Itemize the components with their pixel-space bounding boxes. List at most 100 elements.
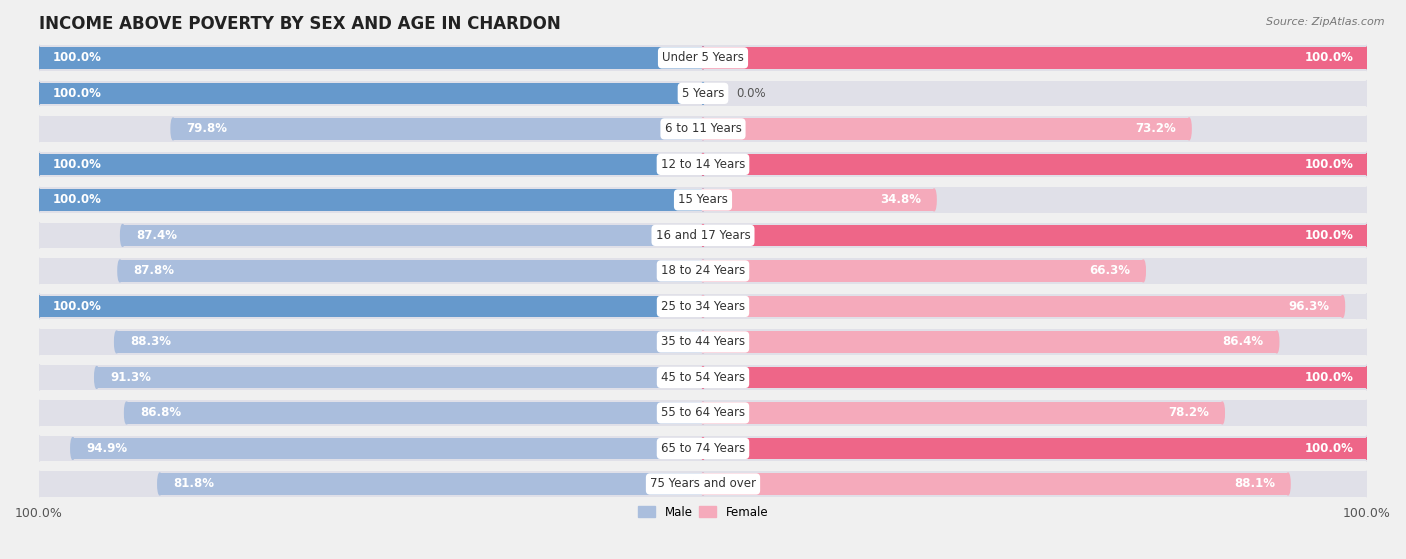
Circle shape: [37, 151, 41, 177]
Circle shape: [1365, 471, 1369, 497]
Text: 100.0%: 100.0%: [52, 87, 101, 100]
Bar: [703, 296, 1343, 318]
Text: 34.8%: 34.8%: [880, 193, 921, 206]
Circle shape: [1142, 260, 1146, 282]
Bar: [39, 80, 1367, 106]
Text: 100.0%: 100.0%: [1305, 158, 1354, 171]
Circle shape: [37, 47, 41, 69]
Text: 12 to 14 Years: 12 to 14 Years: [661, 158, 745, 171]
Circle shape: [702, 367, 704, 389]
Bar: [39, 151, 1367, 177]
Circle shape: [1365, 367, 1369, 389]
Circle shape: [94, 367, 98, 389]
Circle shape: [37, 116, 41, 141]
Legend: Male, Female: Male, Female: [633, 501, 773, 524]
Circle shape: [1275, 331, 1279, 353]
Circle shape: [702, 331, 704, 353]
Circle shape: [37, 296, 41, 318]
Bar: [39, 400, 1367, 426]
Circle shape: [702, 438, 704, 459]
Circle shape: [702, 331, 704, 353]
Bar: [39, 187, 1367, 212]
Circle shape: [1220, 402, 1225, 424]
Text: 25 to 34 Years: 25 to 34 Years: [661, 300, 745, 313]
Bar: [120, 260, 703, 282]
Circle shape: [1365, 116, 1369, 141]
Circle shape: [1365, 80, 1369, 106]
Text: 91.3%: 91.3%: [110, 371, 150, 384]
Bar: [39, 364, 1367, 390]
Text: 55 to 64 Years: 55 to 64 Years: [661, 406, 745, 419]
Circle shape: [1365, 225, 1369, 247]
Text: 100.0%: 100.0%: [1305, 51, 1354, 64]
Bar: [703, 367, 1367, 389]
Text: Under 5 Years: Under 5 Years: [662, 51, 744, 64]
Circle shape: [702, 154, 704, 176]
Text: 0.0%: 0.0%: [737, 87, 766, 100]
Circle shape: [702, 154, 704, 176]
Bar: [127, 402, 703, 424]
Text: 81.8%: 81.8%: [173, 477, 214, 490]
Bar: [703, 473, 1288, 495]
Bar: [160, 473, 703, 495]
Circle shape: [1365, 364, 1369, 390]
Text: 87.4%: 87.4%: [136, 229, 177, 242]
Circle shape: [1365, 45, 1369, 70]
Text: 94.9%: 94.9%: [86, 442, 127, 455]
Bar: [703, 47, 1367, 69]
Bar: [39, 45, 1367, 70]
Text: 96.3%: 96.3%: [1288, 300, 1329, 313]
Circle shape: [37, 83, 41, 104]
Text: 100.0%: 100.0%: [52, 193, 101, 206]
Text: Source: ZipAtlas.com: Source: ZipAtlas.com: [1267, 17, 1385, 27]
Circle shape: [702, 473, 704, 495]
Bar: [703, 331, 1277, 353]
Bar: [703, 402, 1222, 424]
Bar: [73, 438, 703, 459]
Bar: [39, 471, 1367, 497]
Circle shape: [702, 402, 704, 424]
Text: 86.8%: 86.8%: [139, 406, 181, 419]
Circle shape: [1365, 293, 1369, 319]
Bar: [39, 154, 703, 176]
Circle shape: [37, 45, 41, 70]
Circle shape: [1365, 435, 1369, 461]
Bar: [703, 154, 1367, 176]
Bar: [39, 296, 703, 318]
Circle shape: [37, 329, 41, 355]
Text: 100.0%: 100.0%: [52, 300, 101, 313]
Circle shape: [1365, 400, 1369, 426]
Bar: [703, 438, 1367, 459]
Text: 88.3%: 88.3%: [129, 335, 172, 348]
Circle shape: [118, 260, 122, 282]
Text: 45 to 54 Years: 45 to 54 Years: [661, 371, 745, 384]
Bar: [39, 83, 703, 104]
Circle shape: [37, 364, 41, 390]
Bar: [39, 435, 1367, 461]
Bar: [703, 225, 1367, 247]
Bar: [703, 189, 934, 211]
Circle shape: [37, 258, 41, 284]
Bar: [39, 222, 1367, 248]
Bar: [39, 47, 703, 69]
Text: 100.0%: 100.0%: [1305, 442, 1354, 455]
Circle shape: [1365, 154, 1369, 176]
Text: 18 to 24 Years: 18 to 24 Years: [661, 264, 745, 277]
Circle shape: [70, 438, 75, 459]
Circle shape: [702, 473, 704, 495]
Circle shape: [172, 118, 176, 140]
Circle shape: [37, 80, 41, 106]
Circle shape: [1365, 47, 1369, 69]
Circle shape: [702, 367, 704, 389]
Circle shape: [702, 260, 704, 282]
Text: 15 Years: 15 Years: [678, 193, 728, 206]
Circle shape: [37, 189, 41, 211]
Text: 66.3%: 66.3%: [1090, 264, 1130, 277]
Bar: [39, 293, 1367, 319]
Bar: [39, 116, 1367, 141]
Text: 100.0%: 100.0%: [52, 158, 101, 171]
Circle shape: [1187, 118, 1191, 140]
Circle shape: [37, 435, 41, 461]
Circle shape: [37, 187, 41, 212]
Circle shape: [702, 47, 704, 69]
